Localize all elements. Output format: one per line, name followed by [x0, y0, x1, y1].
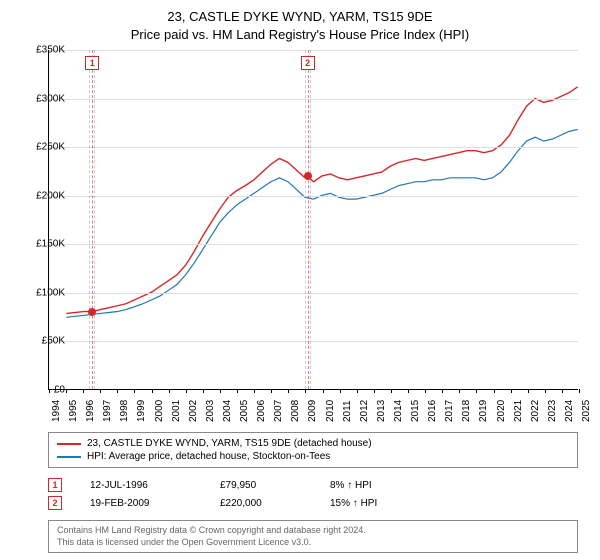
sale-price: £79,950 [220, 480, 330, 491]
y-axis-label: £100K [25, 287, 65, 298]
y-axis-label: £350K [25, 45, 65, 56]
x-axis-label: 2001 [171, 400, 182, 422]
footer-attribution: Contains HM Land Registry data © Crown c… [48, 520, 578, 553]
sale-date: 12-JUL-1996 [90, 480, 220, 491]
x-axis-label: 2007 [273, 400, 284, 422]
legend-swatch [57, 443, 81, 445]
title-line-1: 23, CASTLE DYKE WYND, YARM, TS15 9DE [0, 8, 600, 26]
sale-pct: 8% ↑ HPI [330, 480, 372, 491]
x-axis-label: 2021 [513, 400, 524, 422]
y-axis-label: £300K [25, 93, 65, 104]
sale-date: 19-FEB-2009 [90, 498, 220, 509]
x-axis-label: 2013 [376, 400, 387, 422]
x-axis-label: 2008 [290, 400, 301, 422]
legend: 23, CASTLE DYKE WYND, YARM, TS15 9DE (de… [48, 432, 578, 468]
sale-price: £220,000 [220, 498, 330, 509]
x-axis-label: 2004 [222, 400, 233, 422]
x-axis-label: 2024 [564, 400, 575, 422]
series-price_paid [66, 87, 577, 314]
x-axis-label: 2012 [359, 400, 370, 422]
x-axis-label: 2020 [496, 400, 507, 422]
series-hpi [66, 129, 577, 317]
sales-row: 1 12-JUL-1996 £79,950 8% ↑ HPI [48, 476, 578, 494]
y-axis-label: £0 [25, 385, 65, 396]
x-axis-label: 1999 [136, 400, 147, 422]
x-axis-label: 2000 [154, 400, 165, 422]
x-axis-label: 2009 [307, 400, 318, 422]
x-axis-label: 2025 [581, 400, 592, 422]
sale-marker-dot [304, 172, 312, 180]
y-axis-label: £200K [25, 190, 65, 201]
x-axis-label: 2022 [530, 400, 541, 422]
x-axis-label: 2017 [444, 400, 455, 422]
sales-table: 1 12-JUL-1996 £79,950 8% ↑ HPI 2 19-FEB-… [48, 476, 578, 512]
x-axis-label: 1998 [119, 400, 130, 422]
x-axis-label: 1996 [85, 400, 96, 422]
x-axis-label: 2018 [461, 400, 472, 422]
x-axis-label: 2003 [205, 400, 216, 422]
sale-marker-icon: 2 [48, 496, 62, 510]
y-axis-label: £50K [25, 336, 65, 347]
x-axis-label: 1994 [51, 400, 62, 422]
x-axis-label: 2019 [478, 400, 489, 422]
y-axis-label: £150K [25, 239, 65, 250]
sale-marker-box: 2 [301, 56, 315, 70]
footer-line-1: Contains HM Land Registry data © Crown c… [57, 525, 569, 537]
legend-label: 23, CASTLE DYKE WYND, YARM, TS15 9DE (de… [87, 438, 372, 449]
title-line-2: Price paid vs. HM Land Registry's House … [0, 26, 600, 44]
x-axis-label: 2006 [256, 400, 267, 422]
sale-pct: 15% ↑ HPI [330, 498, 377, 509]
x-axis-label: 1995 [68, 400, 79, 422]
x-axis-label: 2014 [393, 400, 404, 422]
sale-marker-box: 1 [85, 56, 99, 70]
legend-label: HPI: Average price, detached house, Stoc… [87, 451, 330, 462]
y-axis-label: £250K [25, 142, 65, 153]
x-axis-label: 2016 [427, 400, 438, 422]
sale-marker-icon: 1 [48, 478, 62, 492]
x-axis-label: 1997 [102, 400, 113, 422]
x-axis-label: 2011 [342, 400, 353, 422]
x-axis-label: 2010 [325, 400, 336, 422]
legend-item: 23, CASTLE DYKE WYND, YARM, TS15 9DE (de… [57, 437, 569, 450]
x-axis-label: 2002 [188, 400, 199, 422]
chart-title: 23, CASTLE DYKE WYND, YARM, TS15 9DE Pri… [0, 0, 600, 48]
legend-swatch [57, 456, 81, 458]
x-axis-label: 2015 [410, 400, 421, 422]
chart-lines-svg [49, 50, 578, 389]
sales-row: 2 19-FEB-2009 £220,000 15% ↑ HPI [48, 494, 578, 512]
x-axis-label: 2023 [547, 400, 558, 422]
sale-marker-dot [88, 308, 96, 316]
legend-item: HPI: Average price, detached house, Stoc… [57, 450, 569, 463]
footer-line-2: This data is licensed under the Open Gov… [57, 537, 569, 549]
x-axis-label: 2005 [239, 400, 250, 422]
chart-plot-area: 12 [48, 50, 578, 390]
